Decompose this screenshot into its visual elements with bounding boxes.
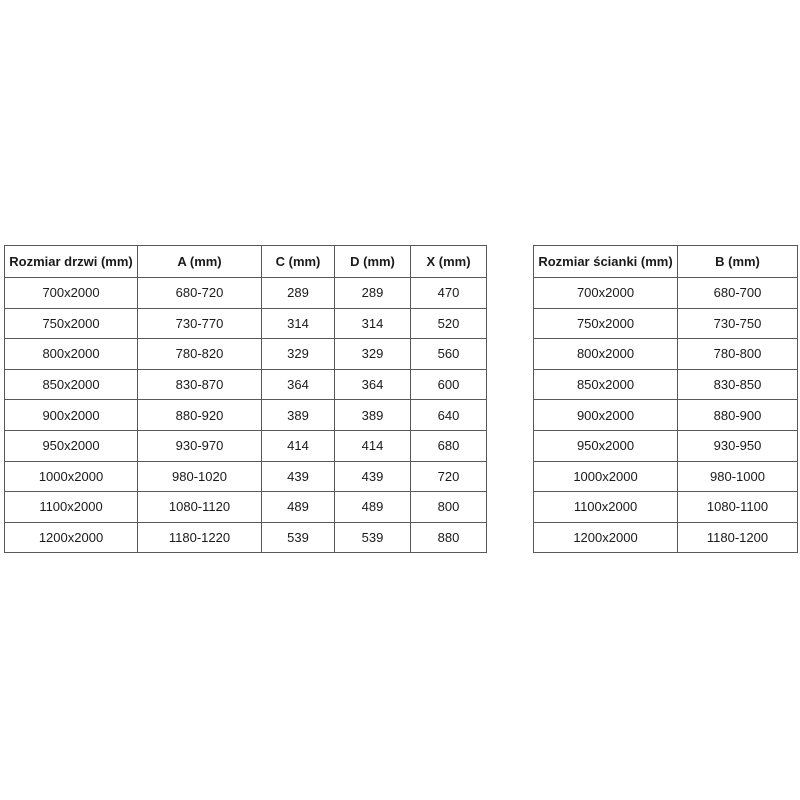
- table-row: 800x2000 780-800: [533, 338, 798, 370]
- table-row: 750x2000 730-750: [533, 307, 798, 340]
- table-cell: 700x2000: [533, 277, 678, 309]
- table-cell: 830-850: [677, 368, 798, 401]
- column-header: Rozmiar drzwi (mm): [4, 245, 138, 278]
- door-sizes-table: Rozmiar drzwi (mm) A (mm) C (mm) D (mm) X (m…: [4, 245, 487, 554]
- table-cell: 640: [410, 399, 487, 431]
- table-row: 1200x2000 1180-1200: [533, 521, 798, 554]
- table-cell: 950x2000: [4, 429, 138, 462]
- table-row: 700x2000 680-720 289 289 470: [4, 277, 487, 309]
- table-row: 900x2000 880-900: [533, 399, 798, 431]
- column-header: D (mm): [334, 245, 411, 278]
- table-cell: 539: [334, 521, 411, 554]
- table-cell: 439: [334, 460, 411, 493]
- table-cell: 520: [410, 307, 487, 340]
- table-cell: 850x2000: [4, 368, 138, 401]
- table-cell: 414: [261, 429, 335, 462]
- table-cell: 950x2000: [533, 429, 678, 462]
- table-cell: 880-900: [677, 399, 798, 431]
- header-row: Rozmiar ścianki (mm) B (mm): [533, 245, 798, 278]
- table-cell: 680: [410, 429, 487, 462]
- table-cell: 1180-1200: [677, 521, 798, 554]
- table-cell: 539: [261, 521, 335, 554]
- table-cell: 980-1000: [677, 460, 798, 493]
- table-cell: 489: [334, 491, 411, 523]
- table-cell: 314: [261, 307, 335, 340]
- table-cell: 364: [334, 368, 411, 401]
- wall-sizes-table-head: Rozmiar ścianki (mm) B (mm): [533, 245, 798, 278]
- table-cell: 414: [334, 429, 411, 462]
- column-header: C (mm): [261, 245, 335, 278]
- table-row: 800x2000 780-820 329 329 560: [4, 338, 487, 370]
- table-cell: 800x2000: [533, 338, 678, 370]
- table-cell: 1200x2000: [4, 521, 138, 554]
- table-cell: 314: [334, 307, 411, 340]
- table-cell: 900x2000: [4, 399, 138, 431]
- table-row: 1100x2000 1080-1120 489 489 800: [4, 491, 487, 523]
- table-cell: 1080-1120: [137, 491, 262, 523]
- table-cell: 680-700: [677, 277, 798, 309]
- table-cell: 1000x2000: [533, 460, 678, 493]
- table-cell: 730-770: [137, 307, 262, 340]
- table-cell: 800: [410, 491, 487, 523]
- table-cell: 900x2000: [533, 399, 678, 431]
- table-row: 1000x2000 980-1000: [533, 460, 798, 493]
- table-cell: 850x2000: [533, 368, 678, 401]
- table-row: 900x2000 880-920 389 389 640: [4, 399, 487, 431]
- table-cell: 489: [261, 491, 335, 523]
- table-row: 950x2000 930-950: [533, 429, 798, 462]
- table-cell: 780-820: [137, 338, 262, 370]
- table-cell: 700x2000: [4, 277, 138, 309]
- column-header: Rozmiar ścianki (mm): [533, 245, 678, 278]
- table-cell: 1000x2000: [4, 460, 138, 493]
- table-cell: 830-870: [137, 368, 262, 401]
- table-row: 1000x2000 980-1020 439 439 720: [4, 460, 487, 493]
- table-cell: 1100x2000: [533, 491, 678, 523]
- table-cell: 1200x2000: [533, 521, 678, 554]
- table-cell: 680-720: [137, 277, 262, 309]
- table-cell: 389: [334, 399, 411, 431]
- table-row: 950x2000 930-970 414 414 680: [4, 429, 487, 462]
- wall-sizes-table: Rozmiar ścianki (mm) B (mm) 700x2000 680-7…: [533, 245, 798, 554]
- table-cell: 600: [410, 368, 487, 401]
- table-cell: 880: [410, 521, 487, 554]
- table-cell: 1180-1220: [137, 521, 262, 554]
- table-cell: 560: [410, 338, 487, 370]
- table-cell: 750x2000: [533, 307, 678, 340]
- table-cell: 1080-1100: [677, 491, 798, 523]
- table-cell: 289: [334, 277, 411, 309]
- table-cell: 470: [410, 277, 487, 309]
- table-row: 850x2000 830-870 364 364 600: [4, 368, 487, 401]
- column-header: X (mm): [410, 245, 487, 278]
- table-cell: 329: [261, 338, 335, 370]
- table-cell: 329: [334, 338, 411, 370]
- door-sizes-table-head: Rozmiar drzwi (mm) A (mm) C (mm) D (mm) X (m…: [4, 245, 487, 278]
- table-cell: 930-970: [137, 429, 262, 462]
- table-row: 750x2000 730-770 314 314 520: [4, 307, 487, 340]
- table-cell: 780-800: [677, 338, 798, 370]
- table-row: 850x2000 830-850: [533, 368, 798, 401]
- table-cell: 289: [261, 277, 335, 309]
- header-row: Rozmiar drzwi (mm) A (mm) C (mm) D (mm) X (m…: [4, 245, 487, 278]
- table-cell: 930-950: [677, 429, 798, 462]
- table-cell: 1100x2000: [4, 491, 138, 523]
- table-cell: 720: [410, 460, 487, 493]
- column-header: A (mm): [137, 245, 262, 278]
- table-cell: 800x2000: [4, 338, 138, 370]
- table-cell: 980-1020: [137, 460, 262, 493]
- door-sizes-table-body: 700x2000 680-720 289 289 470 750x2000 730-770 3…: [4, 277, 487, 554]
- table-cell: 880-920: [137, 399, 262, 431]
- column-header: B (mm): [677, 245, 798, 278]
- table-cell: 750x2000: [4, 307, 138, 340]
- table-cell: 364: [261, 368, 335, 401]
- wall-sizes-table-body: 700x2000 680-700 750x2000 730-750 800x2000 78…: [533, 277, 798, 554]
- table-cell: 730-750: [677, 307, 798, 340]
- table-cell: 439: [261, 460, 335, 493]
- table-row: 1100x2000 1080-1100: [533, 491, 798, 523]
- table-row: 1200x2000 1180-1220 539 539 880: [4, 521, 487, 554]
- table-cell: 389: [261, 399, 335, 431]
- table-row: 700x2000 680-700: [533, 277, 798, 309]
